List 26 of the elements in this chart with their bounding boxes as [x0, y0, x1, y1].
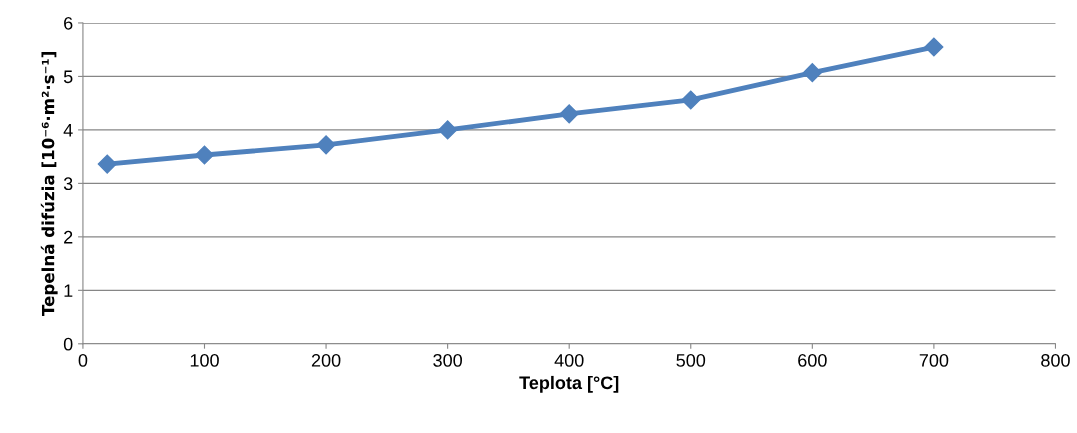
y-tick-label: 4 [63, 124, 73, 137]
point [924, 37, 944, 57]
point [559, 104, 579, 124]
point [316, 135, 336, 155]
y-axis-title: Tepelná difúzia [10⁻⁶·m²·s⁻¹] [40, 52, 58, 316]
point [681, 90, 701, 110]
x-tick-label: 800 [1041, 354, 1070, 367]
point [194, 145, 215, 165]
point [97, 154, 117, 174]
x-tick-label: 500 [676, 354, 706, 367]
x-tick-label: 0 [78, 354, 88, 367]
x-tick-label: 200 [311, 354, 341, 367]
y-tick-label: 0 [63, 337, 73, 351]
point [438, 120, 458, 140]
y-tick-label: 2 [64, 230, 73, 244]
x-tick-label: 600 [798, 354, 827, 367]
y-tick-label: 3 [63, 177, 73, 191]
x-tick-label: 100 [190, 354, 219, 367]
point [802, 63, 822, 83]
y-tick-label: 1 [64, 284, 73, 297]
x-tick-label: 300 [433, 354, 462, 367]
y-tick-label: 5 [63, 70, 73, 84]
x-tick-label: 700 [919, 354, 949, 367]
x-axis-title: Teplota [°C] [519, 375, 619, 393]
x-tick-label: 400 [554, 354, 584, 367]
y-tick-label: 6 [64, 16, 73, 30]
